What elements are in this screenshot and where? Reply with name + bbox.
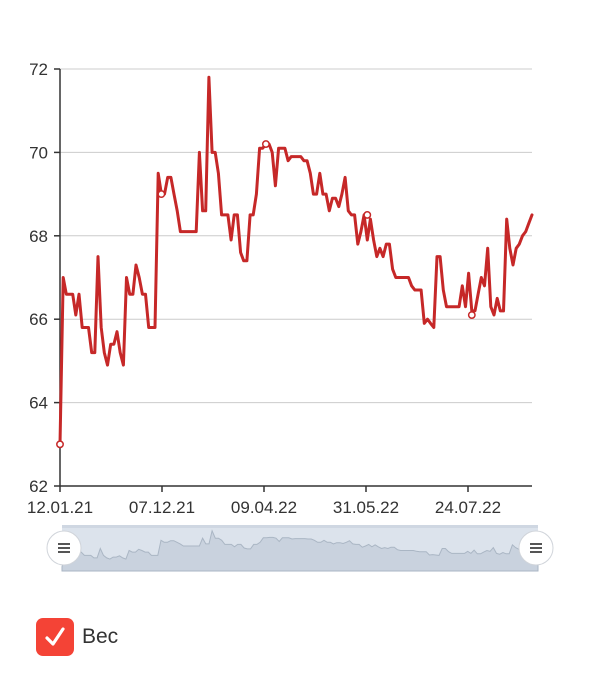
y-tick-label: 62 — [29, 477, 48, 496]
range-navigator[interactable] — [46, 525, 554, 572]
axes — [59, 69, 532, 487]
checkmark-icon — [45, 627, 65, 646]
navigator-left-handle[interactable] — [46, 530, 82, 566]
y-tick-label: 66 — [29, 310, 48, 329]
navigator-right-handle[interactable] — [518, 530, 554, 566]
x-tick-label: 07.12.21 — [129, 498, 195, 517]
series-line-weight — [58, 75, 534, 446]
data-point-marker — [467, 311, 476, 319]
data-markers — [56, 140, 476, 449]
data-point-marker — [261, 140, 270, 149]
data-point-marker — [363, 211, 372, 219]
navigator-area — [61, 529, 539, 572]
grid-lines — [60, 68, 532, 404]
legend-item-weight[interactable]: Вес — [36, 617, 118, 657]
x-tick-label: 24.07.22 — [435, 498, 501, 517]
x-tick-label: 31.05.22 — [333, 498, 399, 517]
legend-label: Вес — [82, 625, 119, 648]
y-tick-label: 72 — [29, 60, 48, 79]
y-tick-label: 64 — [29, 394, 48, 413]
y-tick-label: 68 — [29, 227, 48, 246]
x-tick-label: 12.01.21 — [27, 498, 93, 517]
y-tick-label: 70 — [29, 143, 48, 162]
x-tick-label: 09.04.22 — [231, 498, 297, 517]
x-axis-ticks: 12.01.21 07.12.21 09.04.22 31.05.22 24.07.22 — [27, 486, 501, 517]
navigator-top-border — [62, 525, 538, 528]
y-axis-ticks: 62 64 66 68 70 72 — [29, 60, 60, 496]
data-point-marker — [157, 190, 166, 199]
data-point-marker — [56, 440, 64, 449]
weight-chart: 62 64 66 68 70 72 12.01.21 07.12.21 09.04.22 31.… — [27, 60, 554, 572]
legend-checkbox[interactable] — [36, 618, 74, 656]
